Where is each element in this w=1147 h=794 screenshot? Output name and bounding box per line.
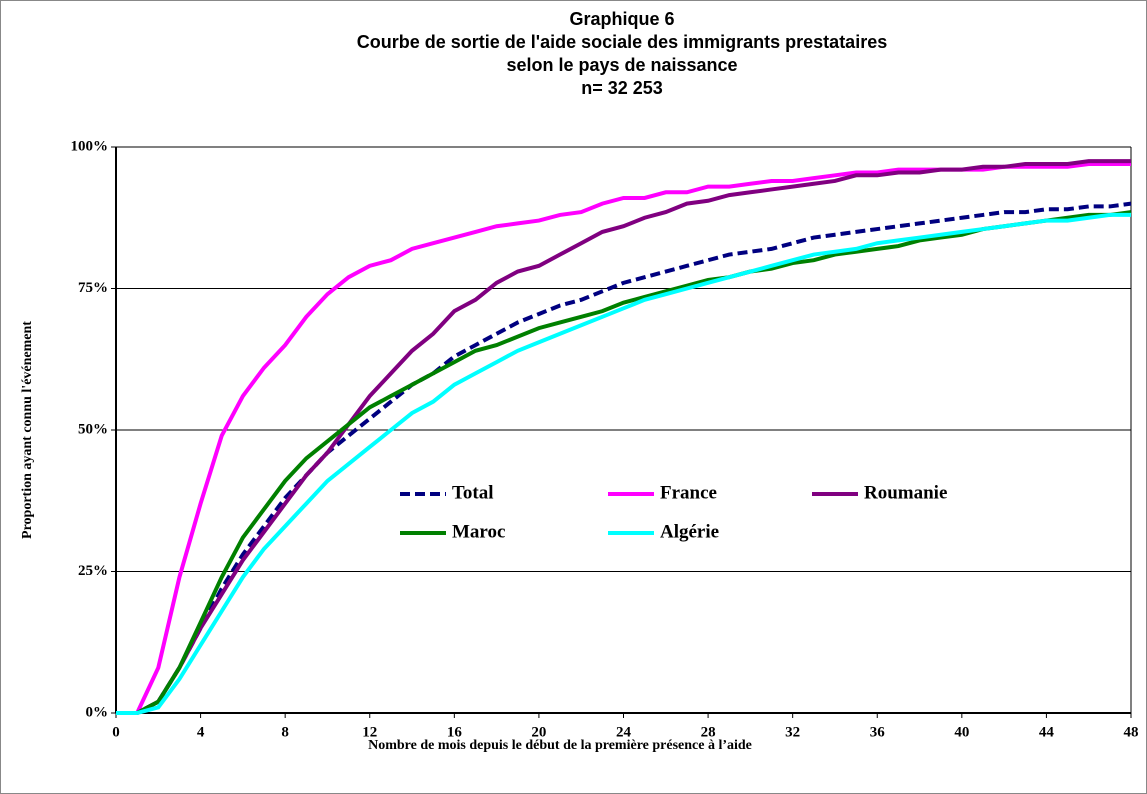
legend-label: Maroc [452, 521, 505, 542]
y-tick-label: 75% [78, 280, 108, 296]
legend-label: Total [452, 482, 494, 503]
series-line [116, 212, 1131, 715]
x-tick-label: 12 [362, 724, 377, 740]
x-tick-label: 32 [785, 724, 800, 740]
x-tick-label: 4 [197, 724, 205, 740]
y-tick-label: 50% [78, 421, 108, 437]
series-line [116, 201, 1132, 715]
y-tick-label: 0% [86, 704, 109, 720]
series-line [116, 210, 1132, 715]
chart-title: Graphique 6 [569, 9, 674, 29]
chart-title: n= 32 253 [581, 78, 663, 98]
y-axis-label: Proportion ayant connu l'événement [20, 321, 35, 539]
x-tick-label: 16 [447, 724, 463, 740]
series-line [116, 159, 1131, 715]
x-tick-label: 20 [531, 724, 546, 740]
x-tick-label: 40 [954, 724, 969, 740]
y-tick-label: 25% [78, 563, 108, 579]
x-tick-label: 44 [1039, 724, 1055, 740]
chart-title: Courbe de sortie de l'aide sociale des i… [357, 32, 887, 52]
legend-label: France [660, 482, 717, 503]
x-tick-label: 48 [1124, 724, 1139, 740]
legend-label: Roumanie [864, 482, 947, 503]
x-axis-label: Nombre de mois depuis le début de la pre… [368, 738, 752, 753]
x-tick-label: 24 [616, 724, 632, 740]
x-tick-label: 8 [281, 724, 289, 740]
chart-title: selon le pays de naissance [506, 55, 737, 75]
x-tick-label: 28 [701, 724, 716, 740]
legend-label: Algérie [660, 521, 719, 542]
y-tick-label: 100% [71, 138, 109, 154]
x-tick-label: 36 [870, 724, 886, 740]
x-tick-label: 0 [112, 724, 120, 740]
